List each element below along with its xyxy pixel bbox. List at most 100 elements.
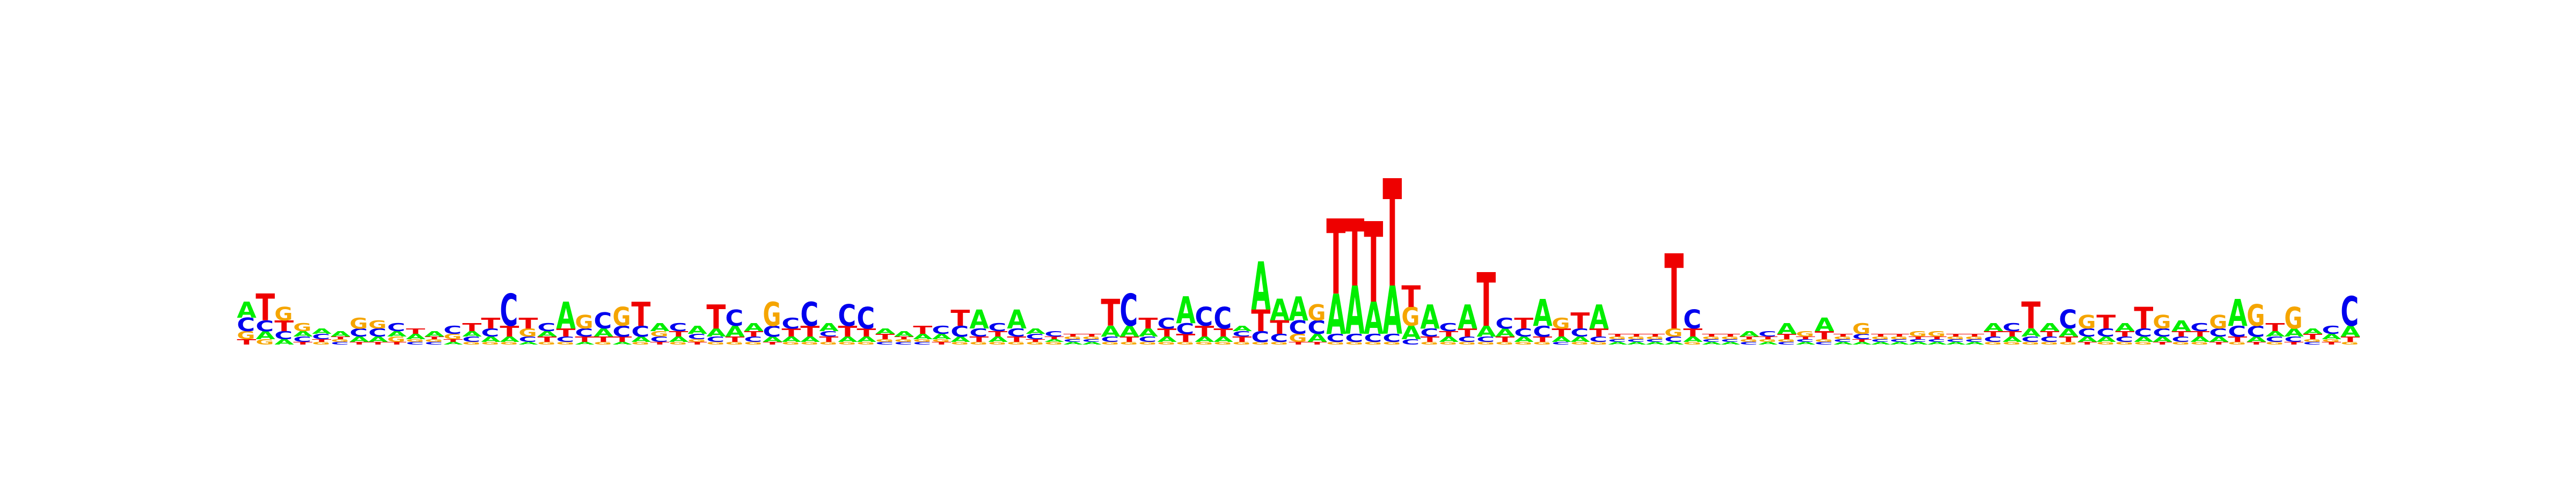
logo-letter-a: A <box>1627 341 1646 346</box>
logo-letter-g: G <box>255 338 274 347</box>
logo-letter-g: G <box>1721 336 1739 340</box>
logo-letter-c: C <box>1908 339 1927 343</box>
logo-letter-a: A <box>1213 335 1233 344</box>
logo-letter-t: T <box>800 323 819 340</box>
logo-letter-t: T <box>1270 317 1290 338</box>
logo-letter-c: C <box>1345 332 1363 345</box>
logo-letter-c: C <box>2077 327 2096 340</box>
logo-letter-a: A <box>669 335 689 344</box>
logo-letter-c: C <box>1420 327 1438 340</box>
logo-letter-t: T <box>1063 333 1082 338</box>
logo-letter-a: A <box>2171 318 2191 335</box>
logo-letter-t: T <box>1176 332 1196 345</box>
logo-letter-g: G <box>1984 341 2002 346</box>
logo-letter-g: G <box>1946 336 1964 340</box>
logo-letter-c: C <box>1758 330 1776 339</box>
logo-letter-a: A <box>781 335 801 344</box>
logo-letter-c: C <box>763 323 781 340</box>
logo-letter-a: A <box>1702 341 1721 346</box>
logo-letter-c: C <box>2246 323 2265 340</box>
logo-letter-a: A <box>1645 341 1665 346</box>
logo-letter-a: A <box>255 329 275 342</box>
logo-letter-g: G <box>1814 339 1833 343</box>
logo-letter-g: G <box>1176 341 1194 346</box>
logo-letter-t: T <box>1439 330 1459 339</box>
logo-letter-g: G <box>1645 336 1664 340</box>
logo-letter-c: C <box>387 321 405 334</box>
logo-letter-g: G <box>1044 341 1063 346</box>
logo-letter-c: C <box>1082 339 1100 343</box>
logo-letter-a: A <box>481 335 501 344</box>
logo-letter-g: G <box>763 296 781 334</box>
logo-letter-a: A <box>1026 327 1045 336</box>
logo-letter-t: T <box>781 326 801 339</box>
logo-letter-t: T <box>500 323 519 340</box>
logo-letter-c: C <box>1927 339 1945 343</box>
logo-letter-t: T <box>631 295 650 334</box>
logo-letter-a: A <box>2209 335 2229 344</box>
logo-letter-t: T <box>950 306 970 332</box>
logo-letter-t: T <box>1157 326 1177 339</box>
logo-letter-a: A <box>1289 290 1308 328</box>
logo-letter-a: A <box>725 323 745 340</box>
logo-letter-t: T <box>1251 304 1270 338</box>
logo-letter-c: C <box>706 335 724 344</box>
logo-letter-g: G <box>969 341 987 346</box>
logo-letter-g: G <box>612 302 631 332</box>
logo-letter-g: G <box>857 341 875 346</box>
logo-letter-c: C <box>1552 341 1570 346</box>
logo-letter-c: C <box>1739 341 1758 346</box>
logo-letter-g: G <box>537 341 555 346</box>
logo-letter-g: G <box>1476 341 1495 346</box>
logo-letter-t: T <box>575 335 595 344</box>
logo-letter-g: G <box>1270 341 1288 346</box>
logo-letter-t: T <box>1345 200 1364 307</box>
logo-letter-c: C <box>425 341 443 346</box>
logo-letter-c: C <box>1476 335 1495 344</box>
logo-letter-c: C <box>1439 321 1457 334</box>
logo-letter-c: C <box>2228 323 2246 340</box>
logo-letter-a: A <box>537 330 557 339</box>
logo-letter-t: T <box>2134 301 2153 335</box>
logo-letter-t: T <box>1382 149 1402 320</box>
logo-letter-t: T <box>687 341 707 346</box>
logo-letter-a: A <box>1119 323 1139 340</box>
logo-letter-g: G <box>950 341 969 346</box>
logo-letter-t: T <box>2059 335 2079 344</box>
logo-letter-c: C <box>1890 339 1908 343</box>
logo-letter-a: A <box>969 305 989 335</box>
logo-letter-g: G <box>1439 341 1457 346</box>
logo-letter-t: T <box>1664 233 1684 354</box>
logo-letter-g: G <box>781 341 800 346</box>
logo-letter-c: C <box>255 318 274 335</box>
logo-letter-a: A <box>1401 322 1421 343</box>
logo-letter-a: A <box>293 330 313 339</box>
logo-letter-g: G <box>1289 332 1307 345</box>
logo-letter-a: A <box>1570 335 1590 344</box>
logo-letter-a: A <box>1476 323 1496 340</box>
logo-letter-t: T <box>1213 326 1233 339</box>
logo-letter-g: G <box>1927 330 1945 339</box>
logo-letter-c: C <box>969 327 987 340</box>
logo-letter-t: T <box>706 298 726 336</box>
logo-letter-c: C <box>575 327 593 340</box>
logo-letter-g: G <box>2115 341 2133 346</box>
logo-letter-g: G <box>650 330 668 339</box>
logo-letter-c: C <box>1044 330 1063 339</box>
logo-letter-a: A <box>744 321 763 334</box>
logo-letter-g: G <box>1871 336 1889 340</box>
logo-letter-a: A <box>2021 326 2040 339</box>
logo-letter-t: T <box>1683 326 1703 339</box>
logo-letter-g: G <box>1026 341 1044 346</box>
logo-letter-g: G <box>1420 341 1438 346</box>
logo-letter-t: T <box>556 326 576 339</box>
logo-letter-t: T <box>1814 329 1834 342</box>
logo-letter-c: C <box>2153 327 2171 340</box>
logo-letter-t: T <box>1533 335 1553 344</box>
logo-letter-t: T <box>819 335 839 344</box>
logo-letter-g: G <box>2134 341 2152 346</box>
logo-letter-g: G <box>1570 341 1589 346</box>
logo-letter-g: G <box>1589 341 1607 346</box>
logo-letter-t: T <box>312 339 331 343</box>
